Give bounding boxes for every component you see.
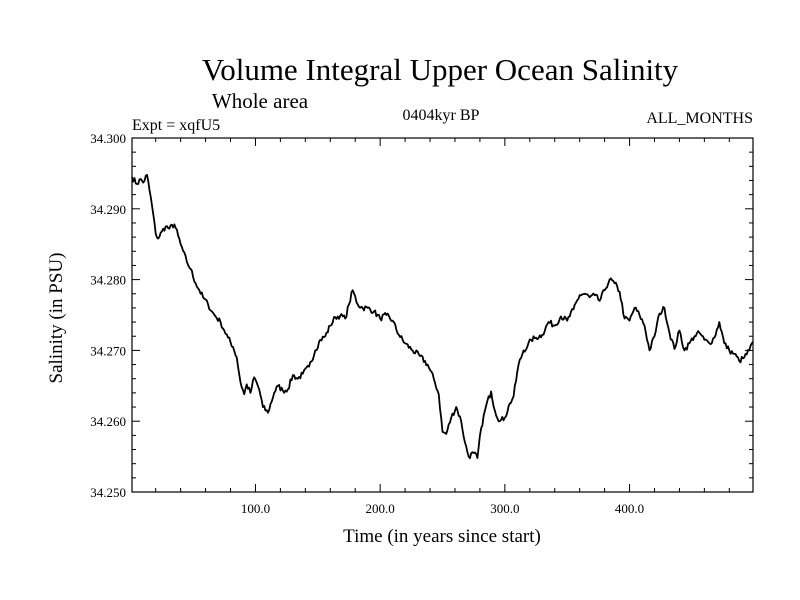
- plot-frame: [131, 137, 754, 493]
- y-axis-label: Salinity (in PSU): [46, 253, 67, 384]
- period-label: 0404kyr BP: [403, 107, 480, 124]
- salinity-series-line: [131, 173, 754, 460]
- months-label: ALL_MONTHS: [646, 110, 753, 127]
- x-tick-label: 300.0: [490, 501, 519, 516]
- y-tick-label: 34.280: [90, 273, 126, 288]
- x-tick-labels: 100.0 200.0 300.0 400.0: [241, 501, 644, 516]
- y-tick-labels: 34.250 34.260 34.270 34.280 34.290 34.300: [90, 131, 126, 500]
- y-tick-label: 34.260: [90, 414, 126, 429]
- y-tick-label: 34.250: [90, 485, 126, 500]
- x-tick-label: 100.0: [241, 501, 270, 516]
- x-tick-label: 200.0: [366, 501, 395, 516]
- y-tick-label: 34.300: [90, 131, 126, 146]
- experiment-label: Expt = xqfU5: [132, 117, 220, 134]
- y-tick-label: 34.290: [90, 202, 126, 217]
- x-axis-label: Time (in years since start): [343, 526, 541, 547]
- chart-subtitle: Whole area: [212, 89, 309, 113]
- chart-title: Volume Integral Upper Ocean Salinity: [202, 52, 679, 87]
- x-tick-label: 400.0: [615, 501, 644, 516]
- y-tick-label: 34.270: [90, 343, 126, 358]
